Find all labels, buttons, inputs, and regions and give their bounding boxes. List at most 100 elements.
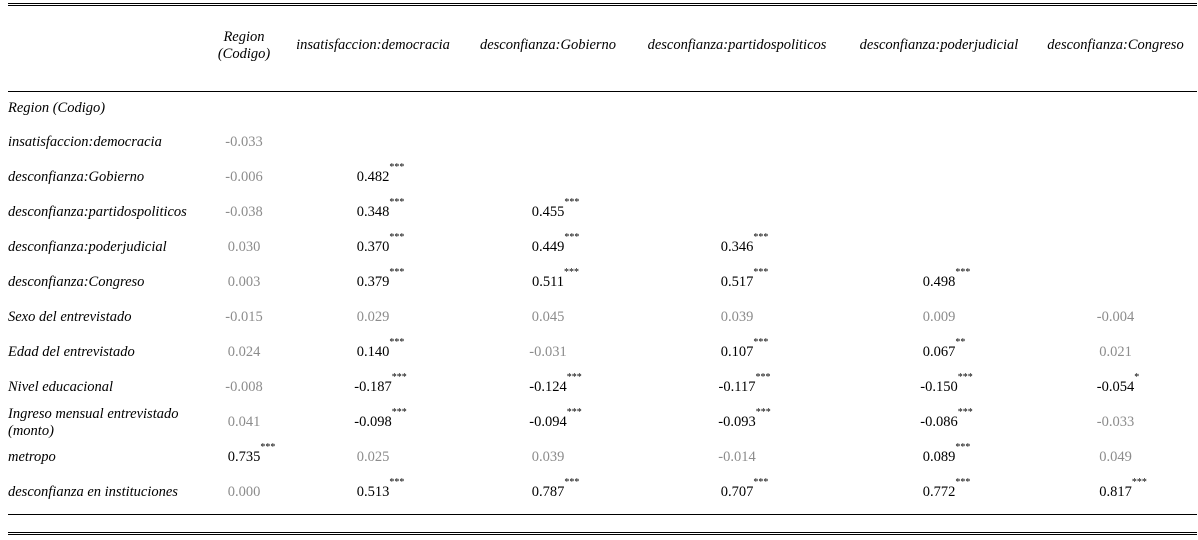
coefficient: 0.817 <box>1099 484 1132 500</box>
row-label: Sexo del entrevistado <box>8 309 132 325</box>
coefficient: 0.707 <box>720 484 754 500</box>
coefficient: -0.150 <box>920 379 958 395</box>
table-cell <box>1034 160 1197 195</box>
correlation-value: -0.006 <box>225 169 262 186</box>
column-header: desconfianza:Gobierno <box>479 37 617 53</box>
table-cell <box>630 195 844 230</box>
significance-stars: *** <box>753 337 769 348</box>
coefficient: 0.089 <box>922 449 956 465</box>
row-label: Edad del entrevistado <box>8 344 135 360</box>
table-cell: -0.015 <box>208 300 280 335</box>
coefficient: 0.498 <box>922 274 956 290</box>
table-cell: -0.004 <box>1034 300 1197 335</box>
table-cell: -0.008 <box>208 370 280 405</box>
coefficient: 0.379 <box>356 274 390 290</box>
correlation-table: Region (Codigo) insatisfaccion:democraci… <box>8 0 1197 510</box>
significance-stars: *** <box>391 407 407 418</box>
table-cell <box>1034 230 1197 265</box>
table-cell: 0.370 *** <box>280 230 466 265</box>
correlation-value: 0.455 *** <box>532 198 580 221</box>
table-row: desconfianza:partidospoliticos -0.038 0.34… <box>8 195 1197 230</box>
coefficient: -0.006 <box>225 169 263 185</box>
table-cell: 0.517 *** <box>630 265 844 300</box>
coefficient: 0.346 <box>720 239 754 255</box>
table-cell <box>466 125 630 160</box>
coefficient: -0.117 <box>718 379 756 395</box>
table-cell: 0.107 *** <box>630 335 844 370</box>
table-cell: 0.772 *** <box>844 475 1034 510</box>
coefficient: 0.009 <box>922 309 956 325</box>
table-cell: -0.014 <box>630 440 844 475</box>
correlation-value: 0.449 *** <box>532 233 580 256</box>
table-cell <box>466 91 630 125</box>
coefficient: -0.031 <box>529 344 567 360</box>
correlation-value: -0.187 *** <box>354 373 406 396</box>
table-cell: 0.455 *** <box>466 195 630 230</box>
table-row: Sexo del entrevistado -0.015 0.029 0.045 0.0… <box>8 300 1197 335</box>
table-row: Region (Codigo) <box>8 91 1197 125</box>
table-cell: 0.039 <box>630 300 844 335</box>
row-label: Ingreso mensual entrevistado (monto) <box>8 405 179 439</box>
table-cell: 0.511 *** <box>466 265 630 300</box>
coefficient: 0.517 <box>720 274 754 290</box>
table-cell: 0.817 *** <box>1034 475 1197 510</box>
correlation-value: -0.038 <box>225 204 262 221</box>
significance-stars: *** <box>564 267 580 278</box>
coefficient: -0.098 <box>354 414 392 430</box>
coefficient: 0.024 <box>227 344 261 360</box>
correlation-value: -0.098 *** <box>354 408 406 431</box>
correlation-value: 0.041 <box>228 414 261 431</box>
correlation-value: 0.045 <box>532 309 565 326</box>
coefficient: -0.038 <box>225 204 263 220</box>
table-cell <box>630 160 844 195</box>
table-row: desconfianza en instituciones 0.000 0.513 *… <box>8 475 1197 510</box>
coefficient: 0.772 <box>922 484 956 500</box>
table-cell <box>630 91 844 125</box>
correlation-value: -0.033 <box>225 134 262 151</box>
coefficient: -0.015 <box>225 309 263 325</box>
table-row: insatisfaccion:democracia -0.033 <box>8 125 1197 160</box>
table-cell <box>466 160 630 195</box>
table-row: desconfianza:Gobierno -0.006 0.482 *** <box>8 160 1197 195</box>
coefficient: 0.482 <box>356 169 390 185</box>
table-cell: 0.707 *** <box>630 475 844 510</box>
bottom-rule-outer <box>8 532 1197 533</box>
table-cell: -0.093 *** <box>630 405 844 440</box>
significance-stars: *** <box>389 267 405 278</box>
correlation-value: -0.033 <box>1097 414 1134 431</box>
table-cell: -0.187 *** <box>280 370 466 405</box>
coefficient: -0.033 <box>1096 414 1135 430</box>
correlation-value: 0.772 *** <box>922 478 971 501</box>
significance-stars: *** <box>957 407 973 418</box>
coefficient: 0.735 <box>227 449 261 465</box>
table-cell <box>844 195 1034 230</box>
significance-stars: *** <box>955 477 971 488</box>
table-cell: 0.024 <box>208 335 280 370</box>
table-cell: 0.346 *** <box>630 230 844 265</box>
table-row: Ingreso mensual entrevistado (monto) 0.04… <box>8 405 1197 440</box>
significance-stars: *** <box>753 232 769 243</box>
row-label: Region (Codigo) <box>8 99 106 116</box>
significance-stars: ** <box>955 337 966 348</box>
significance-stars: *** <box>564 197 580 208</box>
column-header: desconfianza:Congreso <box>1047 37 1184 53</box>
correlation-value: 0.817 *** <box>1099 478 1147 501</box>
correlation-value: 0.039 <box>721 309 754 326</box>
coefficient: -0.054 <box>1096 379 1135 395</box>
coefficient: 0.041 <box>227 414 261 430</box>
table-cell: 0.140 *** <box>280 335 466 370</box>
correlation-value: 0.513 *** <box>357 478 405 501</box>
correlation-value: 0.735 *** <box>227 443 276 466</box>
correlation-value: 0.498 *** <box>922 268 971 291</box>
table-cell: 0.039 <box>466 440 630 475</box>
correlation-value: 0.003 <box>228 274 261 291</box>
coefficient: -0.093 <box>718 414 756 430</box>
correlation-value: 0.707 *** <box>720 478 769 501</box>
correlation-value: -0.124 *** <box>529 373 581 396</box>
significance-stars: *** <box>957 372 973 383</box>
table-cell: 0.025 <box>280 440 466 475</box>
header-row: Region (Codigo) insatisfaccion:democraci… <box>8 0 1197 91</box>
correlation-value: 0.089 *** <box>922 443 971 466</box>
table-row: desconfianza:Congreso 0.003 0.379 *** 0.511 *… <box>8 265 1197 300</box>
row-label: Nivel educacional <box>8 379 114 395</box>
